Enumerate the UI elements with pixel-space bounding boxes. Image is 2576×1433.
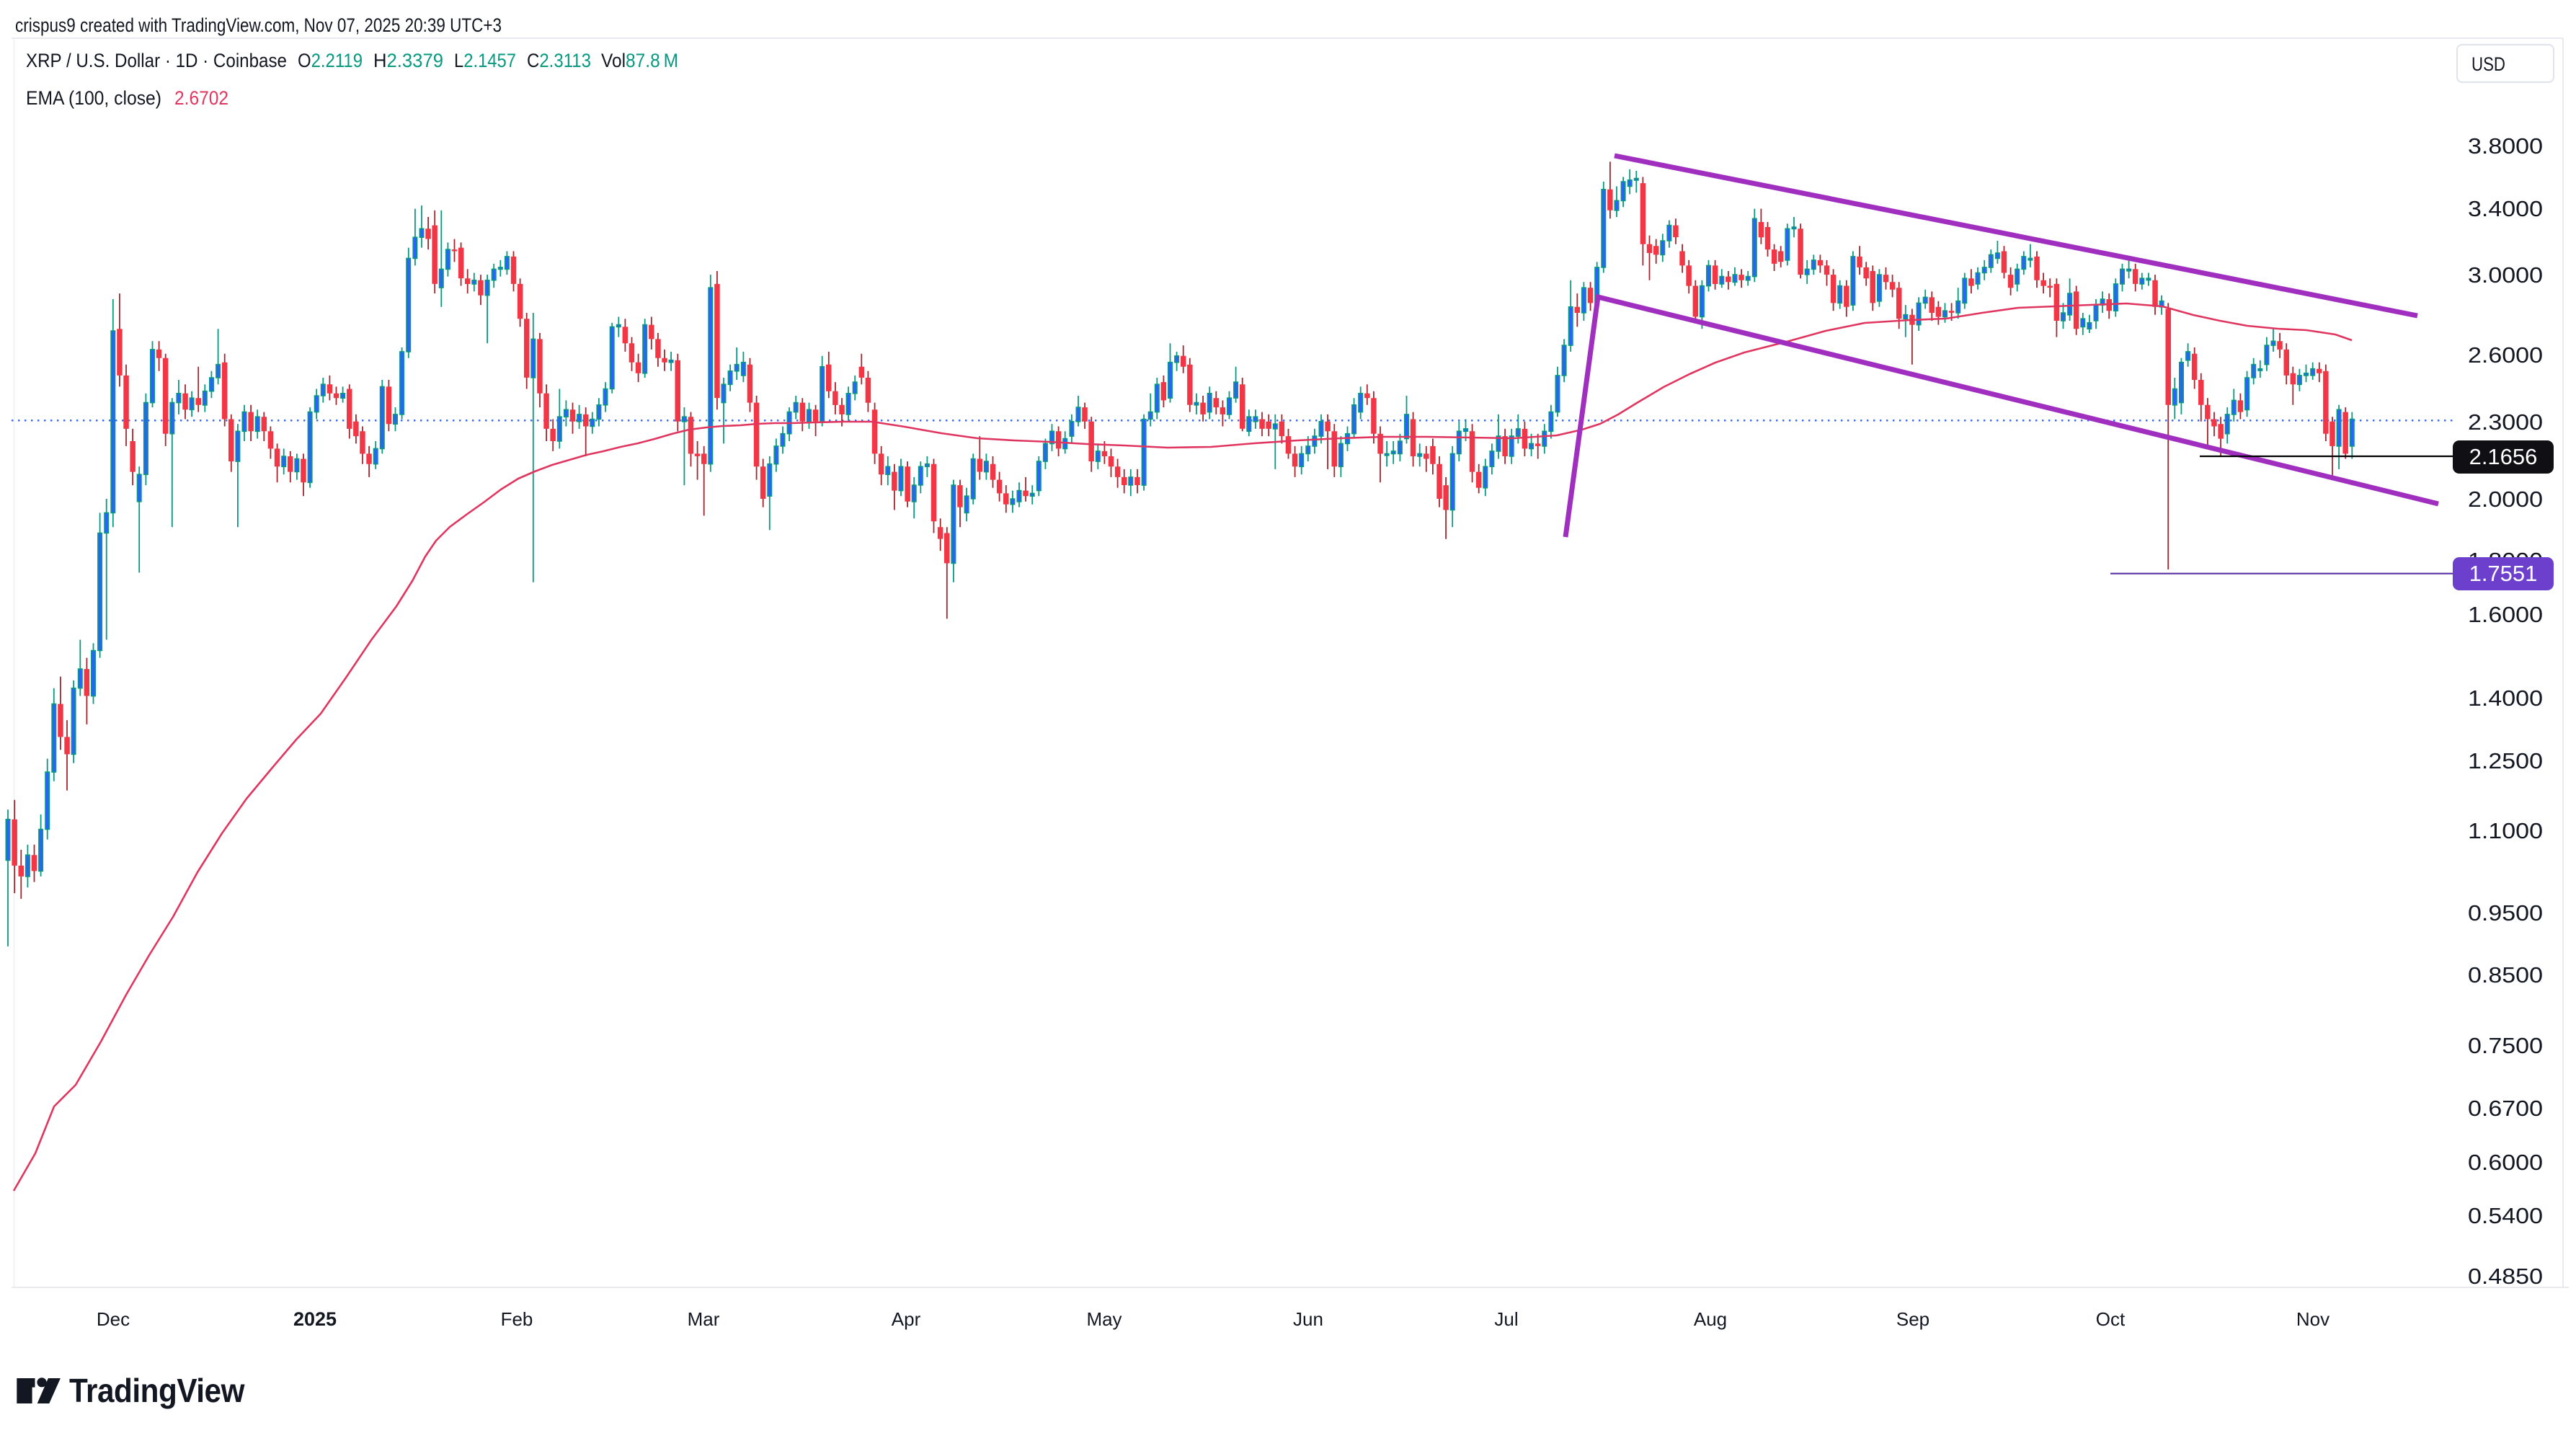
svg-text:H2.3379: H2.3379 [373,50,443,71]
svg-text:2.6000: 2.6000 [2468,342,2543,368]
svg-text:XRP / U.S. Dollar · 1D · Coinb: XRP / U.S. Dollar · 1D · Coinbase [26,50,287,71]
svg-text:3.0000: 3.0000 [2468,262,2543,288]
svg-text:2.0000: 2.0000 [2468,487,2543,512]
svg-text:Sep: Sep [1896,1308,1929,1330]
svg-text:Dec: Dec [97,1308,130,1330]
svg-text:0.4850: 0.4850 [2468,1264,2543,1289]
svg-text:1.6000: 1.6000 [2468,602,2543,627]
svg-text:L2.1457: L2.1457 [454,50,516,71]
svg-text:Mar: Mar [688,1308,720,1330]
svg-text:0.9500: 0.9500 [2468,900,2543,926]
svg-text:2.1656: 2.1656 [2469,444,2538,469]
svg-text:1.1000: 1.1000 [2468,818,2543,843]
svg-text:TradingView: TradingView [69,1372,245,1409]
svg-text:1.2500: 1.2500 [2468,748,2543,773]
svg-text:O2.2119: O2.2119 [298,50,363,71]
svg-text:1.7551: 1.7551 [2469,561,2538,586]
svg-text:Feb: Feb [501,1308,533,1330]
svg-text:crispus9 created with TradingV: crispus9 created with TradingView.com, N… [15,14,502,36]
svg-text:0.6700: 0.6700 [2468,1096,2543,1121]
svg-text:Nov: Nov [2296,1308,2329,1330]
svg-text:May: May [1086,1308,1122,1330]
svg-text:Jul: Jul [1494,1308,1518,1330]
svg-text:0.7500: 0.7500 [2468,1033,2543,1058]
svg-text:Vol87.8 M: Vol87.8 M [601,50,678,71]
svg-text:2.3000: 2.3000 [2468,409,2543,435]
svg-text:USD: USD [2471,53,2505,75]
svg-text:0.5400: 0.5400 [2468,1203,2543,1228]
svg-text:2025: 2025 [293,1308,337,1330]
svg-text:Apr: Apr [892,1308,921,1330]
svg-text:Aug: Aug [1694,1308,1727,1330]
svg-text:1.4000: 1.4000 [2468,686,2543,711]
svg-text:3.8000: 3.8000 [2468,133,2543,159]
svg-text:3.4000: 3.4000 [2468,196,2543,221]
svg-text:0.6000: 0.6000 [2468,1150,2543,1175]
svg-text:EMA (100, close): EMA (100, close) [26,87,161,109]
svg-text:Jun: Jun [1293,1308,1323,1330]
svg-text:C2.3113: C2.3113 [527,50,591,71]
svg-text:Oct: Oct [2096,1308,2126,1330]
svg-text:2.6702: 2.6702 [174,87,228,109]
svg-text:0.8500: 0.8500 [2468,962,2543,988]
